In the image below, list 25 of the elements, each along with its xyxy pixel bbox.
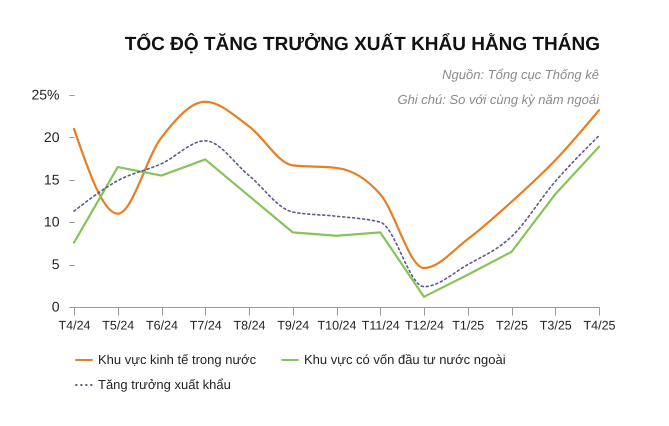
x-tick-label: T2/25 xyxy=(496,318,528,332)
x-tick-label: T7/24 xyxy=(190,318,222,332)
x-tick-label: T8/24 xyxy=(234,318,266,332)
annotation: Ghi chú: So với cùng kỳ năm ngoái xyxy=(397,91,599,109)
x-tick-label: T5/24 xyxy=(102,318,134,332)
y-tick-label: 10 xyxy=(44,214,60,230)
x-tick-label: T4/25 xyxy=(584,318,616,332)
y-tick-label: 15 xyxy=(44,171,60,188)
chart-title: TỐC ĐỘ TĂNG TRƯỞNG XUẤT KHẨU HẰNG THÁNG xyxy=(124,34,600,56)
x-tick-label: T6/24 xyxy=(146,318,178,332)
x-tick-label: T10/24 xyxy=(318,318,357,332)
x-tick-label: T12/24 xyxy=(405,318,444,332)
y-tick-label: 0 xyxy=(52,298,60,314)
y-tick-label: 5 xyxy=(52,256,60,272)
legend-label: Khu vực kinh tế trong nước xyxy=(98,352,257,367)
text: Nguồn: Tổng cục Thống kê xyxy=(441,66,599,84)
y-tick-label: 20 xyxy=(44,128,60,145)
y-tick-label: 25% xyxy=(31,86,60,102)
legend-label: Tăng trưởng xuất khẩu xyxy=(98,377,231,392)
x-tick-label: T9/24 xyxy=(277,318,310,332)
x-tick-label: T3/25 xyxy=(540,318,572,332)
legend-label: Khu vực có vốn đầu tư nước ngoài xyxy=(304,352,506,367)
x-tick-label: T11/24 xyxy=(362,318,400,332)
x-tick-label: T1/25 xyxy=(452,318,484,332)
x-tick-label: T4/24 xyxy=(58,318,91,332)
